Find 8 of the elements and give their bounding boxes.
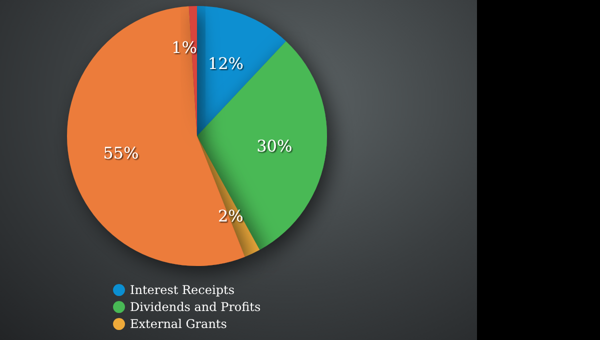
data-label: 1% bbox=[172, 38, 197, 58]
legend-label: Dividends and Profits bbox=[130, 300, 261, 314]
data-label: 2% bbox=[218, 206, 244, 226]
legend-label: Interest Receipts bbox=[130, 283, 234, 297]
legend-label: External Grants bbox=[130, 317, 227, 331]
data-label: 12% bbox=[208, 54, 244, 73]
data-label: 30% bbox=[256, 136, 292, 156]
data-label: 55% bbox=[103, 144, 139, 163]
